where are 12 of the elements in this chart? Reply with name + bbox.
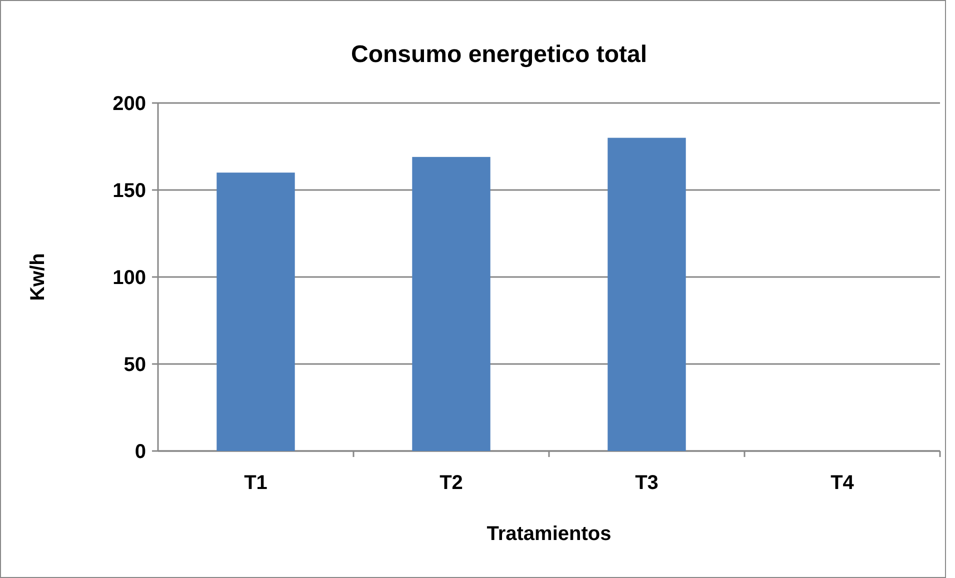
chart-title: Consumo energetico total [350, 41, 648, 68]
y-tick-label: 100 [112, 267, 146, 289]
y-tick-label: 200 [112, 93, 146, 115]
x-tick-label: T3 [635, 472, 658, 494]
y-tick-label: 150 [112, 180, 146, 202]
x-tick-label: T1 [244, 472, 268, 494]
y-axis-title: Kw/h [27, 253, 49, 301]
x-tick-label: T2 [440, 472, 463, 494]
x-tick-label: T4 [830, 472, 855, 494]
x-axis-title: Tratamientos [486, 523, 612, 545]
y-tick-label: 0 [134, 441, 146, 463]
y-tick-label: 50 [124, 354, 146, 376]
